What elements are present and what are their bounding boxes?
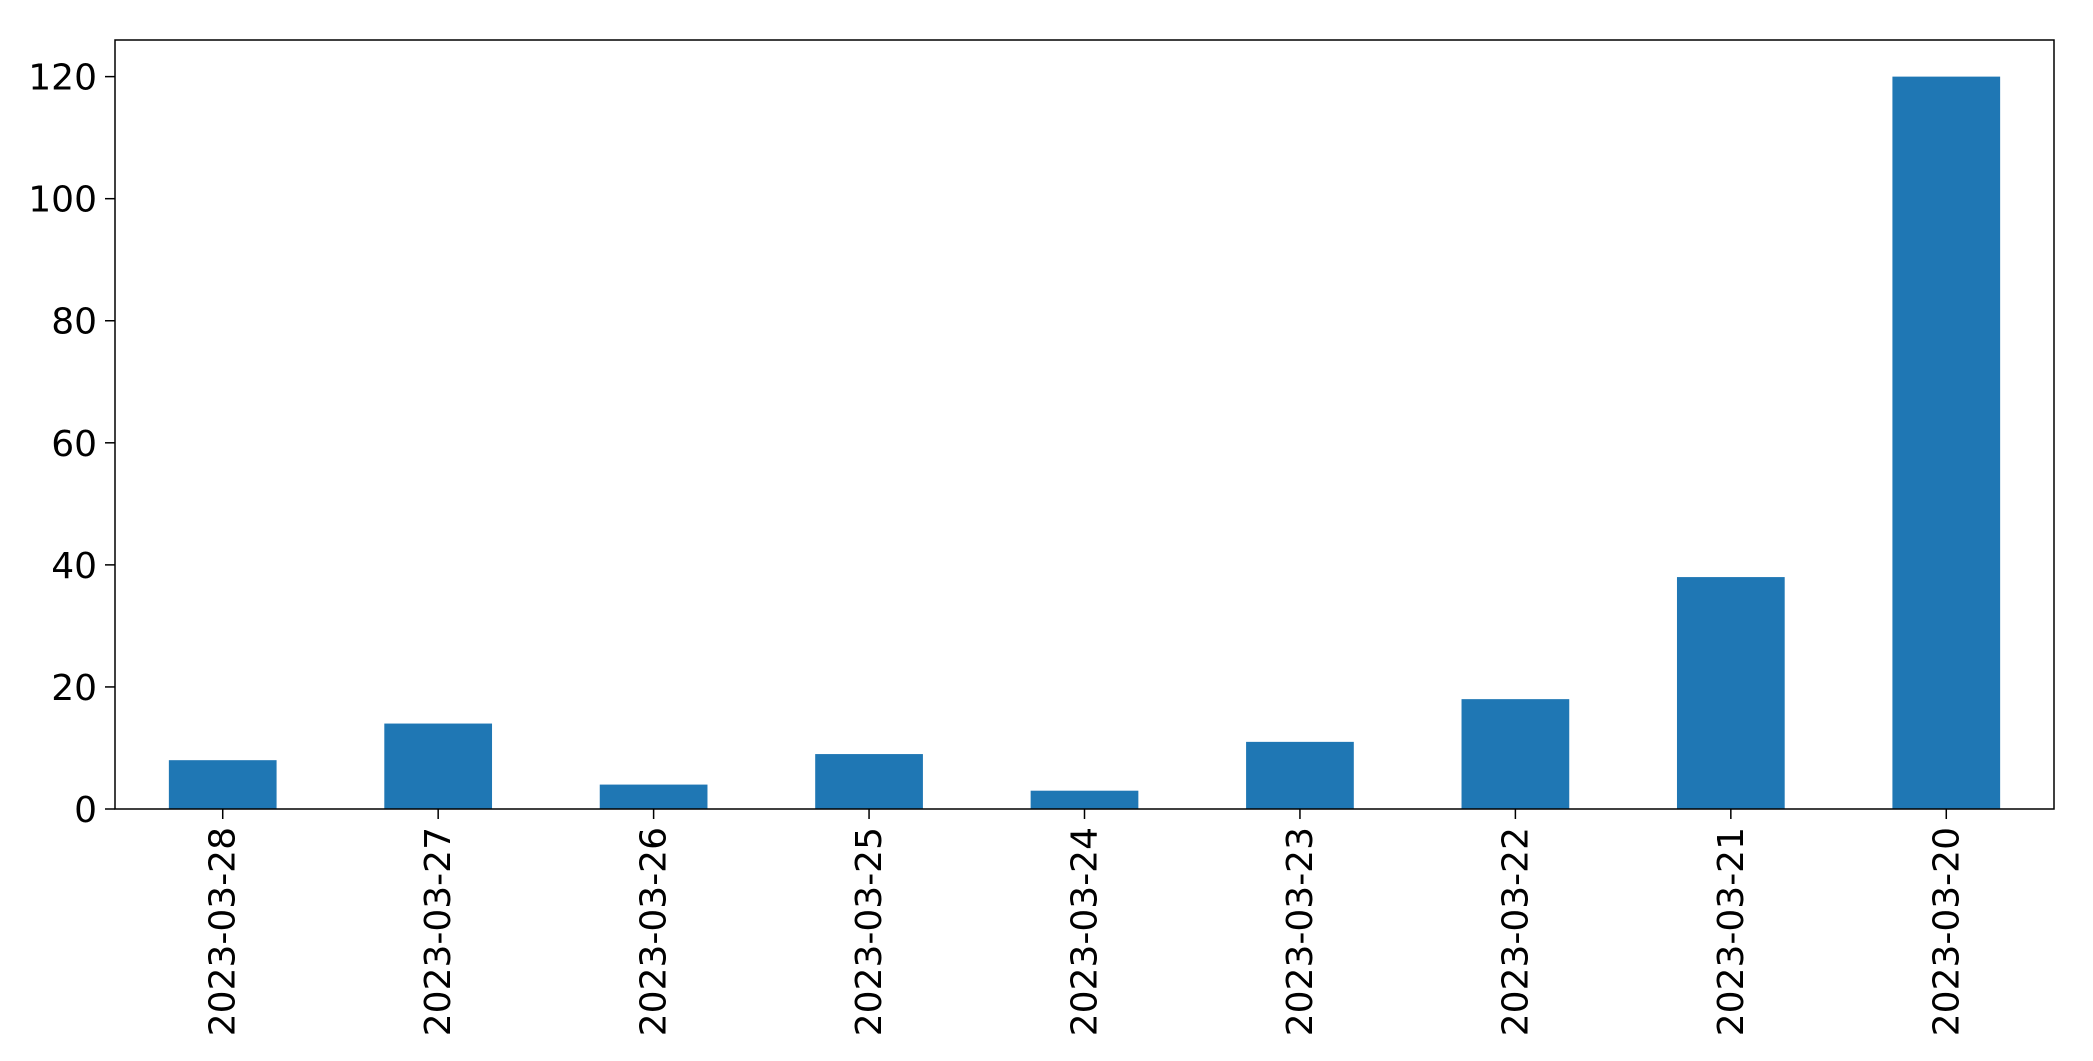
y-tick-label: 120 [28,58,97,99]
bar-2023-03-28 [168,760,277,809]
x-tick-label: 2023-03-26 [634,827,675,1036]
bar-2023-03-25 [815,754,923,809]
bar-2023-03-22 [1461,699,1570,809]
x-tick-label: 2023-03-23 [1280,827,1321,1036]
bar-2023-03-24 [1030,790,1139,809]
x-tick-label: 2023-03-21 [1711,827,1752,1036]
y-axis: 0 20 40 60 80 100 120 [28,58,115,831]
y-tick-label: 0 [74,790,97,831]
x-tick-label: 2023-03-27 [418,827,459,1036]
bar-2023-03-21 [1676,577,1785,809]
bar-2023-03-23 [1246,741,1354,809]
x-tick-label: 2023-03-28 [203,827,244,1036]
bar-2023-03-26 [599,784,708,809]
x-tick-label: 2023-03-25 [849,827,890,1036]
y-tick-label: 80 [51,302,97,343]
x-axis: 2023-03-28 2023-03-27 2023-03-26 2023-03-25… [203,809,1967,1036]
bars-group [168,76,2001,810]
y-tick-label: 60 [51,424,97,465]
y-tick-label: 40 [51,546,97,587]
bar-2023-03-27 [384,723,493,809]
bar-2023-03-20 [1892,76,2001,810]
x-tick-label: 2023-03-24 [1065,827,1106,1036]
y-tick-label: 20 [51,668,97,709]
plot-frame [114,39,2055,810]
x-tick-label: 2023-03-20 [1926,827,1967,1036]
y-tick-label: 100 [28,180,97,221]
x-tick-label: 2023-03-22 [1495,827,1536,1036]
